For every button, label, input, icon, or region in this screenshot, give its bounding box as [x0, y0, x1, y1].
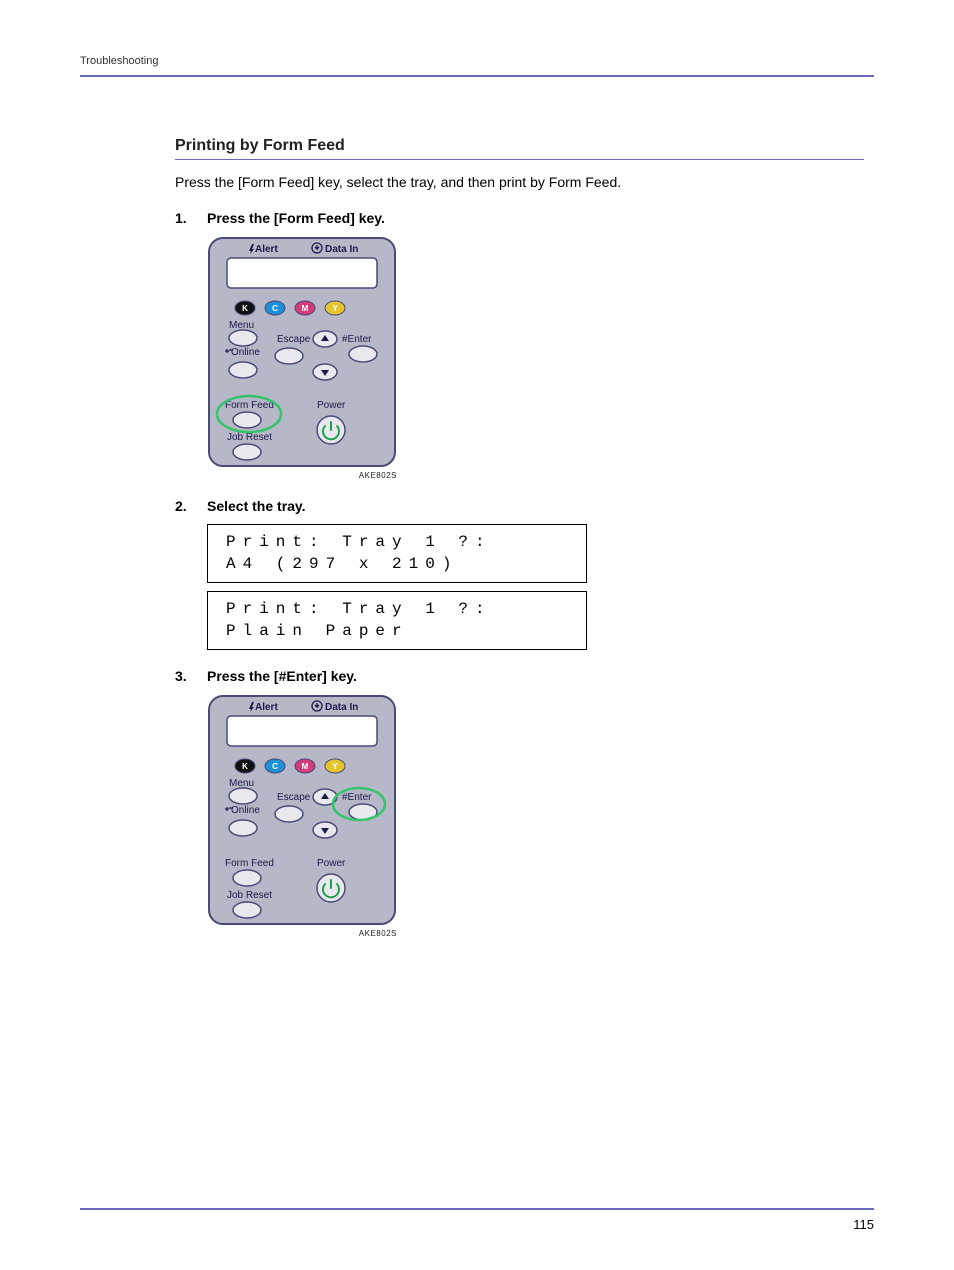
panel-figure-2: AlertData InKCMYMenuEscape#EnterOnlineFo… [207, 694, 864, 938]
svg-text:Online: Online [231, 805, 260, 816]
svg-text:#Enter: #Enter [342, 792, 372, 803]
svg-text:C: C [272, 762, 278, 771]
printer-panel-icon: AlertData InKCMYMenuEscape#EnterOnlineFo… [207, 694, 397, 926]
svg-text:K: K [242, 304, 248, 313]
lcd-line: Plain Paper [226, 620, 574, 642]
panel-figure-1: AlertData InKCMYMenuEscape#EnterOnlineFo… [207, 236, 864, 480]
svg-text:Job Reset: Job Reset [227, 432, 272, 443]
image-code-1: AKE802S [207, 471, 397, 480]
step-3: Press the [#Enter] key. Alert Data In K C M Y… [175, 668, 864, 938]
lcd-display-1: Print: Tray 1 ?: A4 (297 x 210) [207, 524, 587, 583]
svg-text:Alert: Alert [255, 244, 278, 255]
svg-text:Escape: Escape [277, 792, 311, 803]
section-intro: Press the [Form Feed] key, select the tr… [175, 174, 864, 190]
page-number: 115 [853, 1217, 874, 1232]
step-1-title: Press the [Form Feed] key. [207, 210, 385, 226]
running-header: Troubleshooting [80, 55, 874, 73]
section-title: Printing by Form Feed [175, 137, 864, 160]
svg-text:Form Feed: Form Feed [225, 400, 274, 411]
lcd-line: Print: Tray 1 ?: [226, 598, 574, 620]
lcd-line: Print: Tray 1 ?: [226, 531, 574, 553]
printer-panel-icon: AlertData InKCMYMenuEscape#EnterOnlineFo… [207, 236, 397, 468]
lcd-line: A4 (297 x 210) [226, 553, 574, 575]
svg-text:Data In: Data In [325, 244, 358, 255]
svg-text:Alert: Alert [255, 702, 278, 713]
svg-text:Online: Online [231, 347, 260, 358]
svg-text:Power: Power [317, 400, 346, 411]
svg-text:M: M [302, 304, 309, 313]
svg-text:Form Feed: Form Feed [225, 858, 274, 869]
svg-text:C: C [272, 304, 278, 313]
svg-text:Y: Y [332, 304, 338, 313]
step-2-title: Select the tray. [207, 498, 306, 514]
bottom-rule [80, 1208, 874, 1210]
svg-text:K: K [242, 762, 248, 771]
svg-text:Escape: Escape [277, 334, 311, 345]
svg-text:Y: Y [332, 762, 338, 771]
svg-text:Data In: Data In [325, 702, 358, 713]
step-2: Select the tray. Print: Tray 1 ?: A4 (29… [175, 498, 864, 650]
top-rule [80, 75, 874, 77]
image-code-2: AKE802S [207, 929, 397, 938]
lcd-display-2: Print: Tray 1 ?: Plain Paper [207, 591, 587, 650]
svg-text:M: M [302, 762, 309, 771]
step-3-title: Press the [#Enter] key. [207, 668, 357, 684]
svg-text:Power: Power [317, 858, 346, 869]
svg-text:#Enter: #Enter [342, 334, 372, 345]
svg-text:Job Reset: Job Reset [227, 890, 272, 901]
step-1: Press the [Form Feed] key. Alert Data In K… [175, 210, 864, 480]
